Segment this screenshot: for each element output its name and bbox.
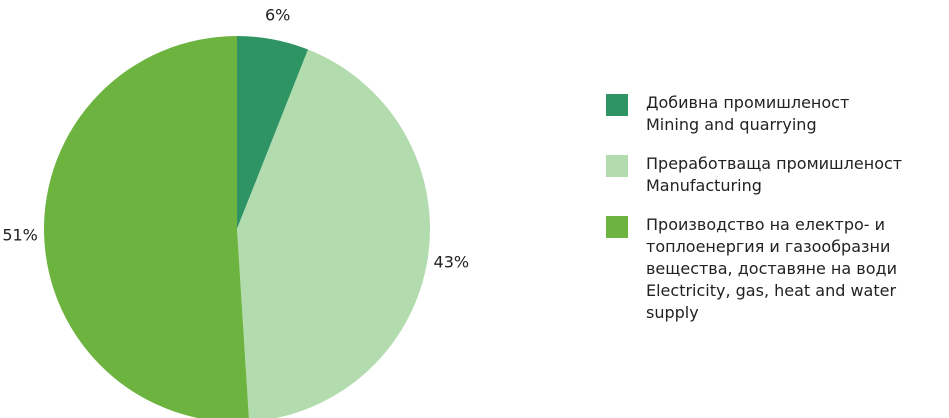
value-label: 6% [265, 5, 290, 24]
pie-slice [237, 49, 430, 418]
legend-item: Добивна промишленост Mining and quarryin… [606, 92, 902, 136]
value-label: 43% [434, 252, 470, 271]
legend-swatch [606, 216, 628, 238]
legend: Добивна промишленост Mining and quarryin… [606, 92, 902, 341]
legend-label: Преработваща промишленост Manufacturing [646, 154, 903, 195]
pie-slice [237, 36, 309, 229]
legend-swatch [606, 155, 628, 177]
legend-item: Производство на електро- и топлоенергия … [606, 214, 902, 324]
legend-label: Добивна промишленост Mining and quarryin… [646, 93, 850, 134]
legend-item: Преработваща промишленост Manufacturing [606, 153, 902, 197]
pie-slice [44, 36, 249, 418]
legend-swatch [606, 94, 628, 116]
value-label: 51% [2, 225, 38, 244]
legend-label: Производство на електро- и топлоенергия … [646, 215, 897, 322]
